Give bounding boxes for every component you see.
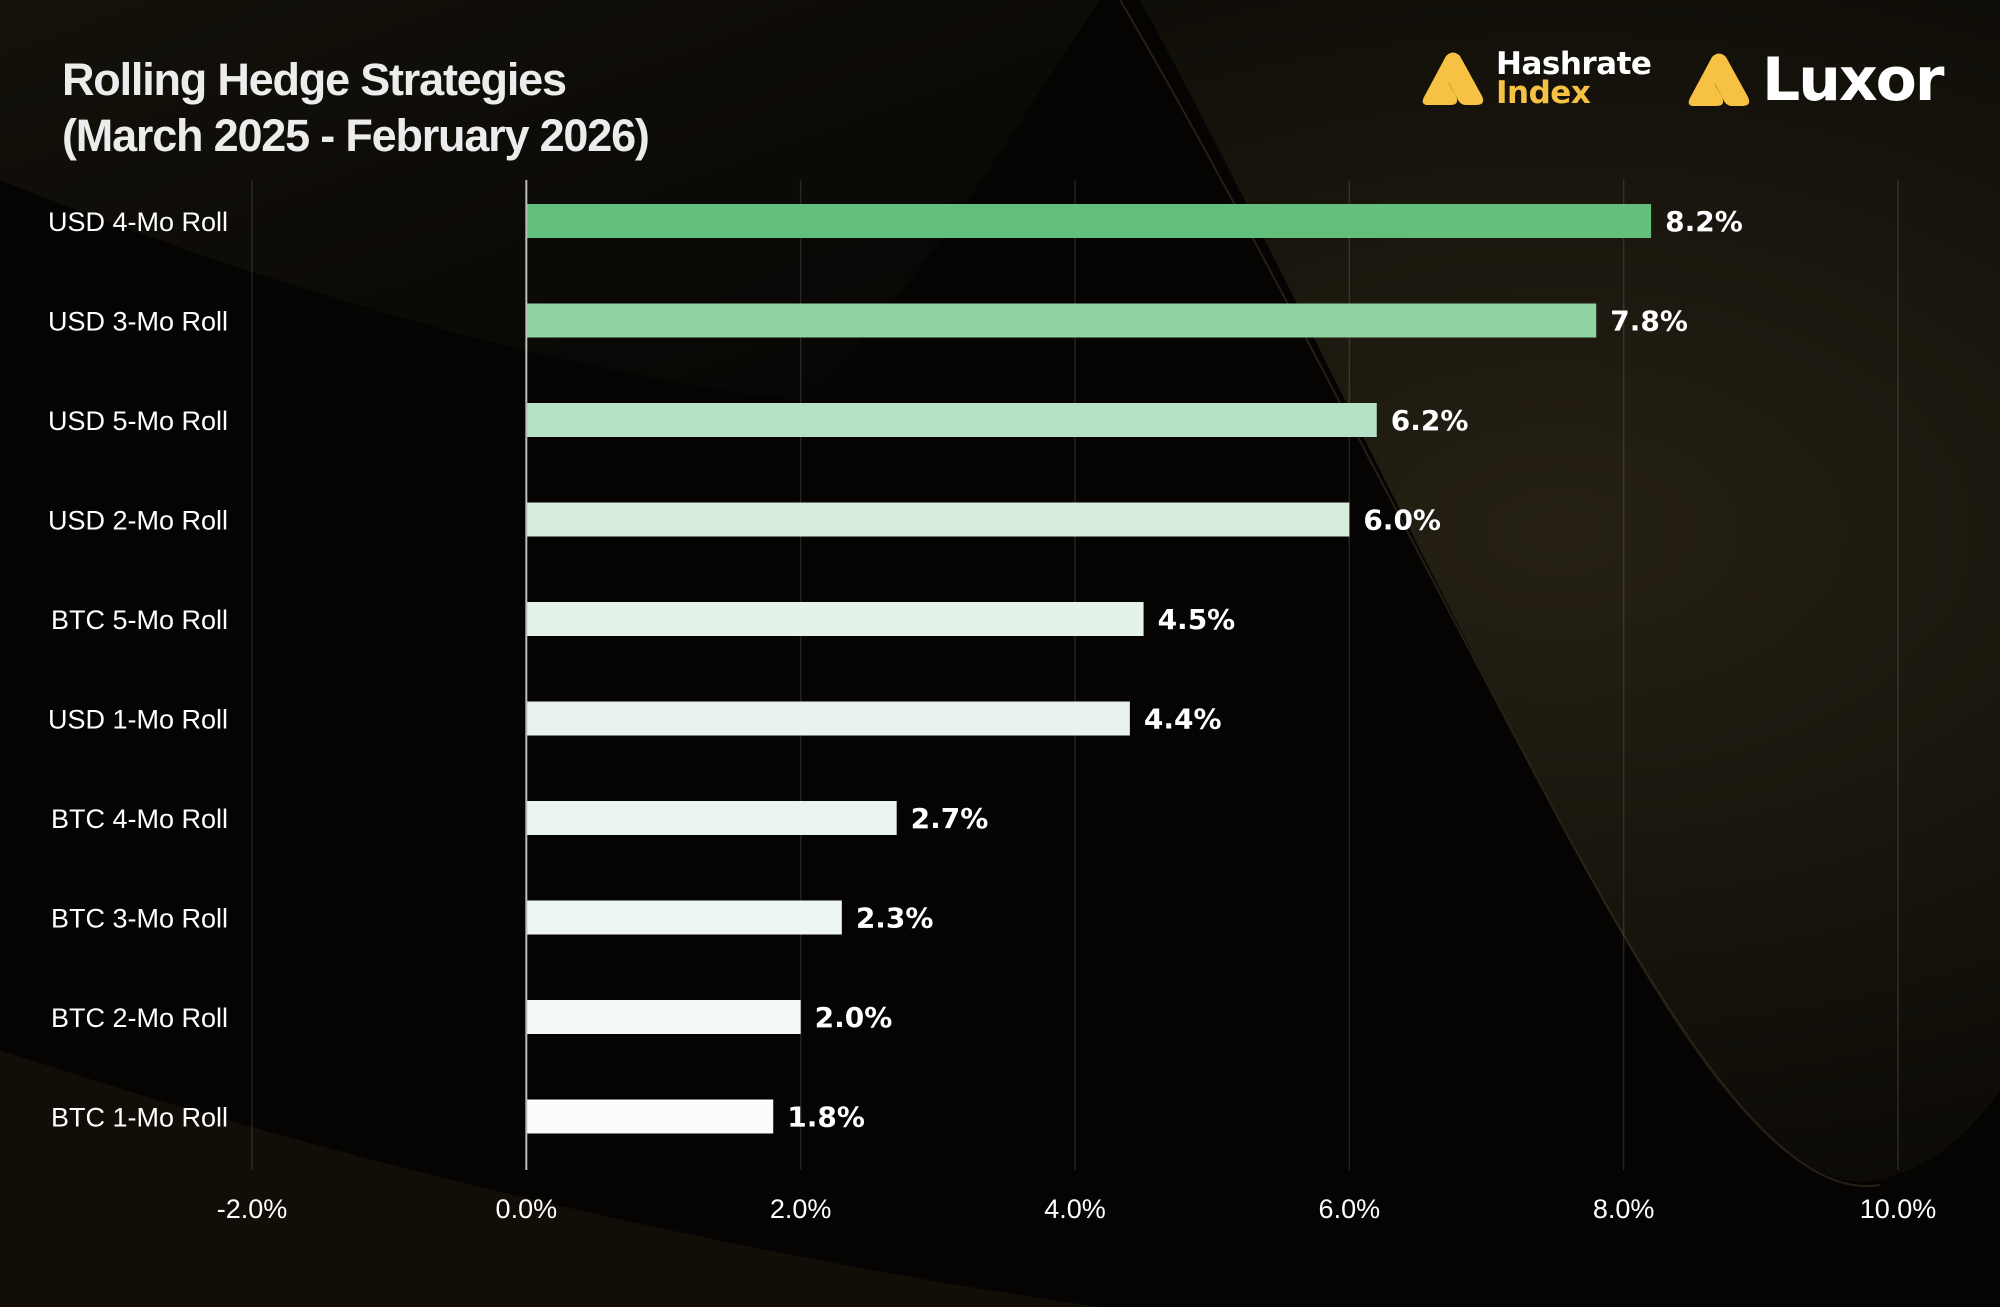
value-label: 7.8%: [1610, 305, 1688, 338]
category-label: BTC 1-Mo Roll: [51, 1103, 228, 1133]
bar: [526, 1000, 801, 1034]
category-label: USD 4-Mo Roll: [48, 207, 228, 237]
category-label: USD 3-Mo Roll: [48, 307, 228, 337]
bar: [526, 801, 897, 835]
value-label: 6.0%: [1363, 504, 1441, 537]
bar: [526, 403, 1377, 437]
x-tick-label: 10.0%: [1860, 1194, 1937, 1224]
category-label: BTC 4-Mo Roll: [51, 804, 228, 834]
bar: [526, 900, 842, 935]
luxor-logo: Luxor: [1688, 45, 1944, 115]
bar: [526, 1099, 774, 1134]
bar: [526, 502, 1350, 537]
value-label: 1.8%: [787, 1101, 865, 1134]
grid-lines: [251, 180, 1899, 1170]
x-tick-label: -2.0%: [217, 1194, 288, 1224]
value-labels: 8.2% 7.8% 6.2% 6.0% 4.5% 4.4% 2.7% 2.3% 2.0% 1.8%: [787, 205, 1743, 1134]
index-text: Index: [1496, 75, 1591, 111]
chart-title-line1: Rolling Hedge Strategies: [62, 54, 567, 105]
x-tick-label: 0.0%: [496, 1194, 558, 1224]
x-tick-label: 6.0%: [1319, 1194, 1381, 1224]
bar: [526, 204, 1652, 238]
x-axis-tick-labels: -2.0% 0.0% 2.0% 4.0% 6.0% 8.0% 10.0%: [217, 1194, 1937, 1224]
value-label: 6.2%: [1391, 404, 1469, 437]
value-label: 2.7%: [911, 802, 989, 835]
triangle-logo-icon: [1422, 52, 1484, 105]
bar: [526, 701, 1130, 736]
chart-title-line2: (March 2025 - February 2026): [62, 110, 650, 161]
category-label: BTC 2-Mo Roll: [51, 1003, 228, 1033]
x-tick-label: 4.0%: [1044, 1194, 1106, 1224]
category-label: BTC 3-Mo Roll: [51, 904, 228, 934]
value-label: 2.0%: [815, 1001, 893, 1034]
bar: [526, 602, 1144, 636]
category-labels: USD 4-Mo Roll USD 3-Mo Roll USD 5-Mo Roll U…: [48, 207, 228, 1133]
value-label: 8.2%: [1665, 205, 1743, 238]
value-label: 4.4%: [1144, 703, 1222, 736]
chart-title: Rolling Hedge Strategies (March 2025 - F…: [62, 52, 650, 164]
hashrate-text: Hashrate: [1496, 46, 1652, 82]
bar: [526, 303, 1597, 338]
value-label: 4.5%: [1158, 603, 1236, 636]
x-tick-label: 2.0%: [770, 1194, 832, 1224]
category-label: BTC 5-Mo Roll: [51, 605, 228, 635]
category-label: USD 2-Mo Roll: [48, 506, 228, 536]
x-tick-label: 8.0%: [1593, 1194, 1655, 1224]
category-label: USD 5-Mo Roll: [48, 406, 228, 436]
category-label: USD 1-Mo Roll: [48, 705, 228, 735]
luxor-text: Luxor: [1762, 45, 1944, 115]
bars: [526, 204, 1652, 1134]
value-label: 2.3%: [856, 902, 934, 935]
hashrate-index-logo: Hashrate Index: [1422, 46, 1652, 111]
triangle-logo-icon: [1688, 53, 1750, 106]
